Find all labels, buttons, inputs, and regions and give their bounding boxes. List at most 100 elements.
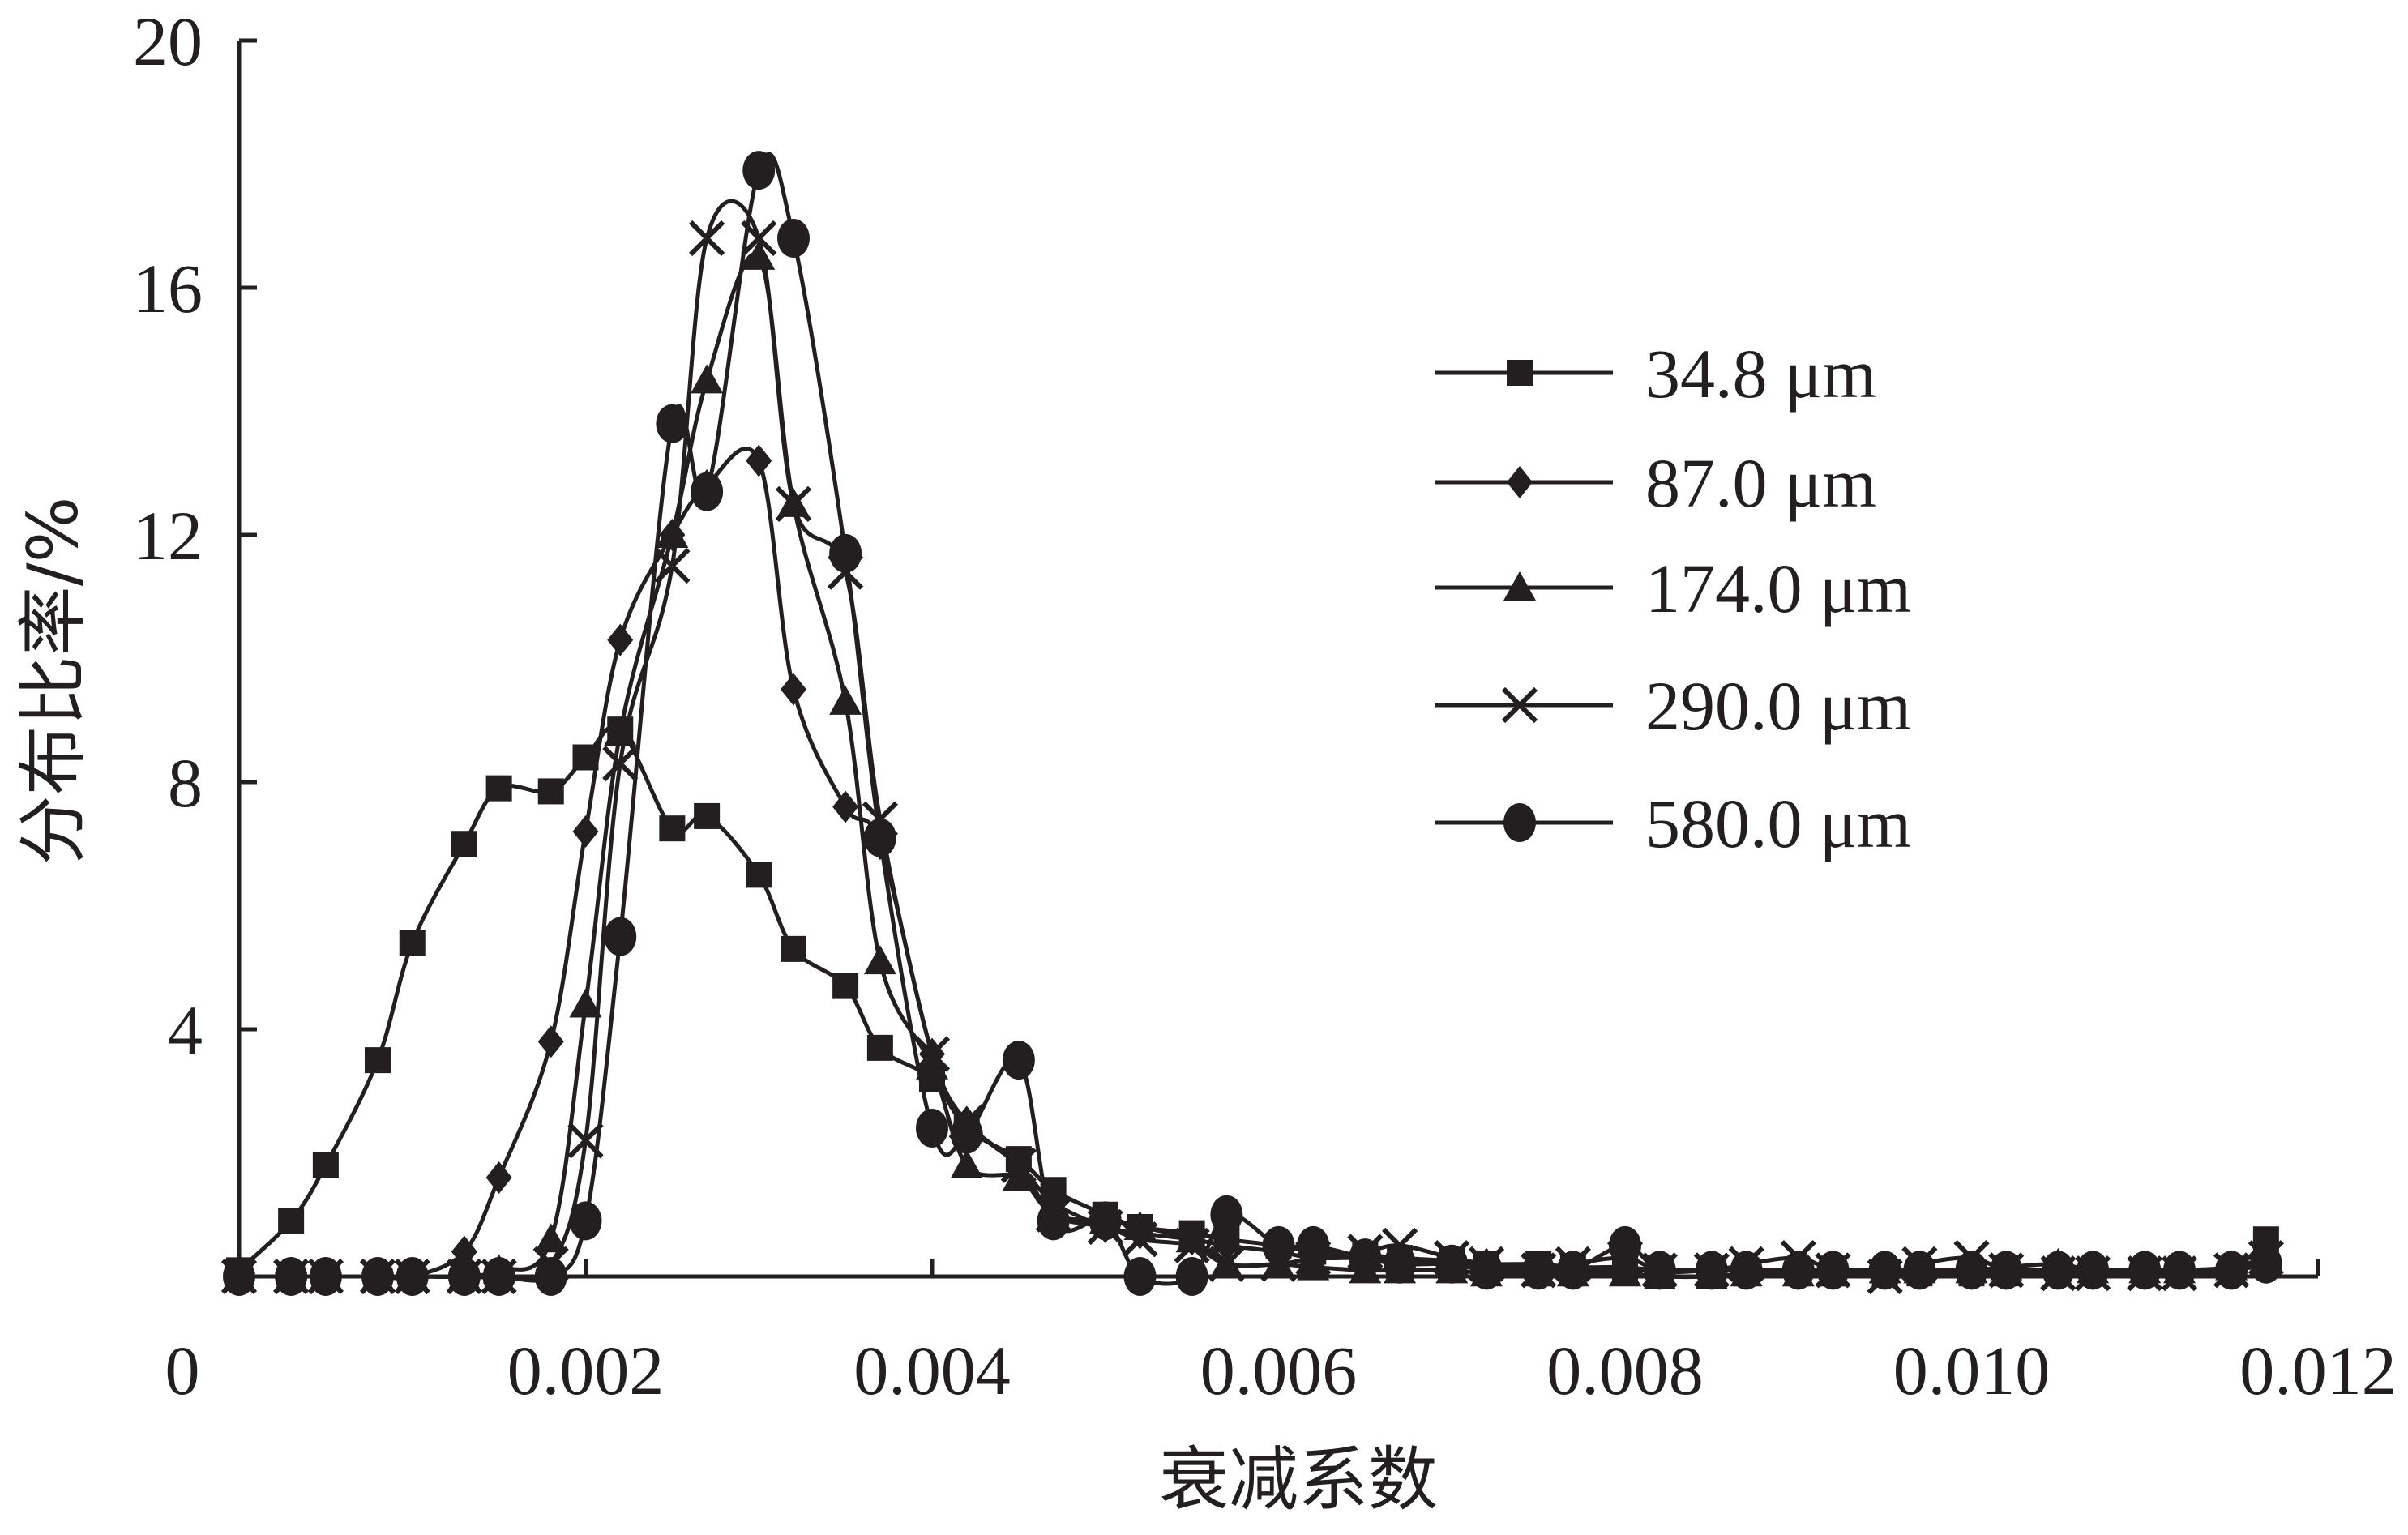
data-point [2215,1251,2248,1290]
data-point [1730,1251,1763,1290]
data-point [1522,1251,1555,1290]
x-tick-label: 0.012 [2239,1332,2397,1409]
data-point [746,444,772,477]
data-point [742,240,776,270]
data-point [451,831,477,857]
legend-marker [1503,803,1536,842]
data-point [654,548,691,584]
data-point [1000,1147,1037,1183]
data-point [829,685,862,715]
data-point [1297,1251,1330,1281]
legend-marker [1501,686,1538,724]
data-point [1349,1238,1382,1278]
data-point [2249,1244,2282,1284]
data-point [482,1257,515,1296]
data-point [656,404,689,443]
data-point [913,1036,951,1072]
data-point [1556,1251,1589,1290]
data-point [656,519,689,548]
data-point [1903,1251,1936,1290]
data-point [485,1161,512,1194]
data-point [1609,1225,1641,1265]
data-point [534,1257,567,1296]
data-point [223,1257,255,1296]
data-point [742,151,776,190]
legend-item: 34.8 μm [1435,335,1876,413]
data-point [1816,1251,1850,1290]
data-point [2128,1251,2162,1290]
series-group [220,151,2285,1296]
y-axis-title: 分布比率/% [13,497,94,866]
series-triangle [223,240,2282,1289]
data-point [1002,1161,1035,1191]
x-axis-title: 衰减系数 [1159,1439,1438,1520]
data-point [691,472,724,511]
data-point [396,1257,429,1296]
legend-marker [1507,466,1533,498]
data-point [777,219,810,258]
data-point [569,988,602,1018]
data-point [602,746,639,782]
y-tick-label: 16 [133,250,203,327]
data-point [916,1109,948,1148]
data-point [781,935,806,962]
data-point [832,973,859,999]
data-point [866,1034,893,1061]
data-point [604,716,637,746]
axes: 0 0.002 0.004 0.006 0.008 0.010 0.012 4 8 12 16 20 [133,2,2397,1409]
data-point [1470,1251,1503,1290]
data-point [537,1025,564,1058]
data-point [572,815,599,848]
legend-marker [1507,360,1533,386]
data-point [309,1257,342,1296]
data-point [1208,1246,1245,1282]
data-point [1089,1201,1122,1241]
data-point [694,802,721,829]
data-point [1123,1257,1157,1296]
y-tick-label: 12 [133,497,203,575]
data-point [1990,1251,2023,1290]
data-point [775,485,812,522]
series-line [238,252,2267,1280]
x-tick-label: 0.006 [1200,1332,1358,1409]
x-tick-label: 0.002 [507,1332,665,1409]
data-point [1384,1244,1417,1284]
data-point [950,1148,983,1178]
x-tick-label: 0 [165,1332,200,1409]
data-point [2042,1251,2075,1290]
legend-label: 34.8 μm [1645,335,1876,413]
legend-item: 580.0 μm [1435,785,1911,862]
data-point [275,1257,308,1296]
data-point [485,775,512,802]
series-x [220,199,2285,1295]
legend-label: 174.0 μm [1645,549,1911,627]
data-point [1262,1225,1295,1265]
data-point [1435,1244,1469,1284]
series-square [226,716,2279,1287]
y-tick-label: 4 [168,991,203,1069]
data-point [1609,1257,1641,1287]
x-tick-label: 0.008 [1546,1332,1704,1409]
data-point [1297,1225,1330,1265]
series-line [238,199,2267,1281]
data-point [2077,1251,2110,1290]
data-point [1002,1041,1035,1080]
data-point [829,533,862,573]
data-point [1175,1257,1208,1296]
data-point [312,1152,339,1178]
data-point [832,790,859,823]
series-line [238,446,2267,1281]
x-tick-label: 0.004 [853,1332,1011,1409]
data-point [447,1257,481,1296]
y-tick-label: 20 [133,2,203,80]
data-point [863,818,896,857]
data-point [1213,1229,1240,1262]
legend-label: 580.0 μm [1645,785,1911,862]
series-circle [223,151,2282,1296]
data-point [278,1208,305,1234]
series-diamond [226,444,2279,1293]
data-point [916,1050,948,1080]
data-point [569,1201,602,1241]
y-tick-label: 8 [168,744,203,822]
